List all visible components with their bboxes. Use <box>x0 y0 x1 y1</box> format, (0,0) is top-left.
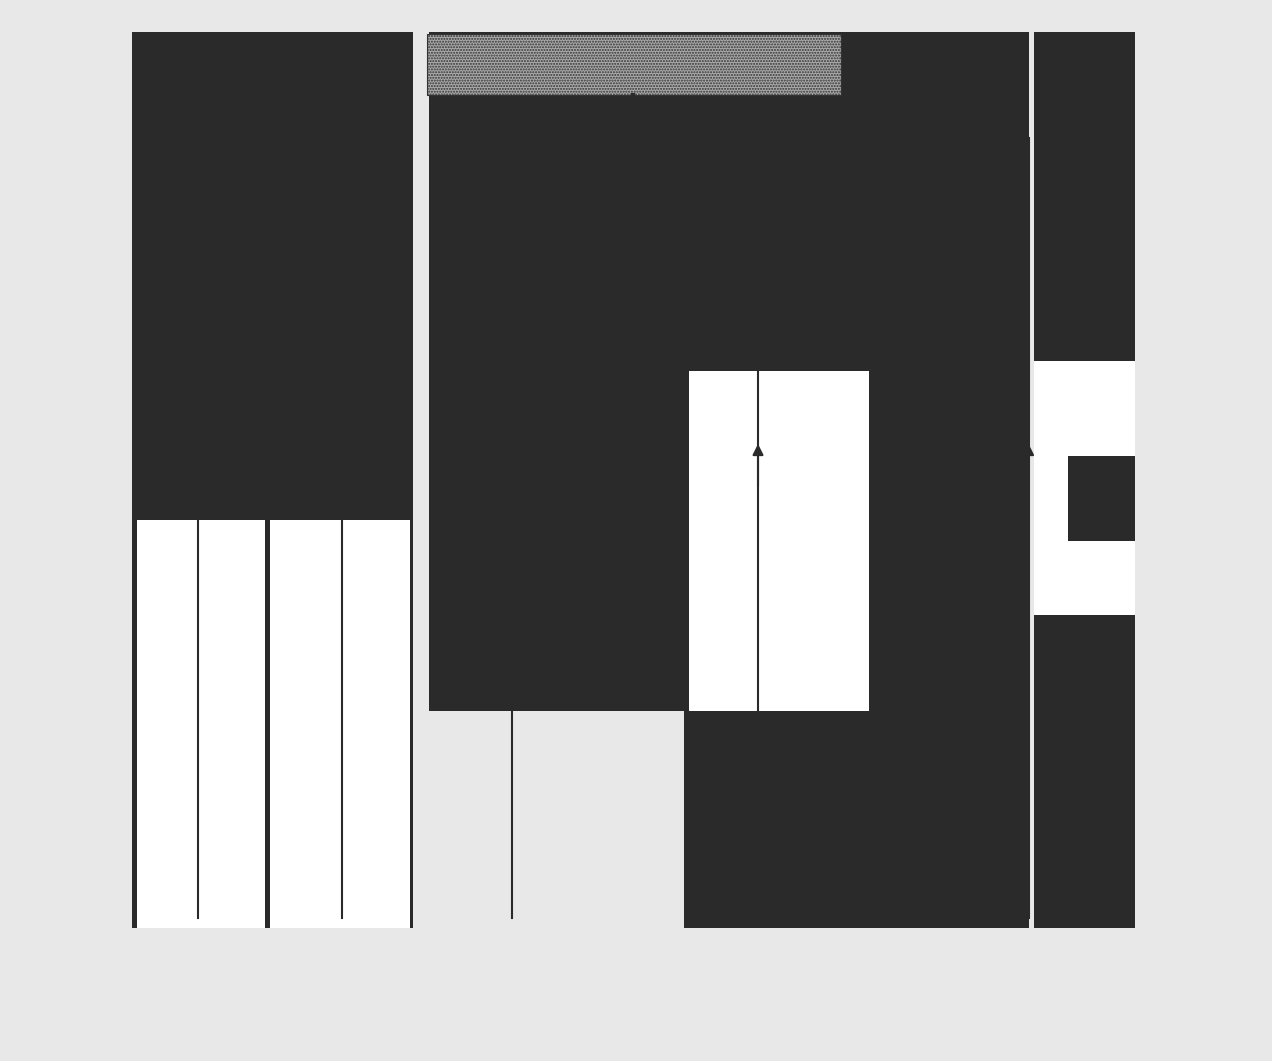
Bar <box>429 32 689 711</box>
Bar <box>1034 361 1135 615</box>
Bar <box>1067 456 1135 541</box>
Bar <box>132 32 413 928</box>
Bar <box>427 34 841 95</box>
Circle shape <box>609 608 656 655</box>
Bar <box>684 32 1029 928</box>
Bar <box>137 520 265 928</box>
Bar <box>689 371 870 711</box>
Bar <box>270 520 410 928</box>
Bar <box>1076 106 1108 191</box>
Bar <box>1034 32 1135 928</box>
